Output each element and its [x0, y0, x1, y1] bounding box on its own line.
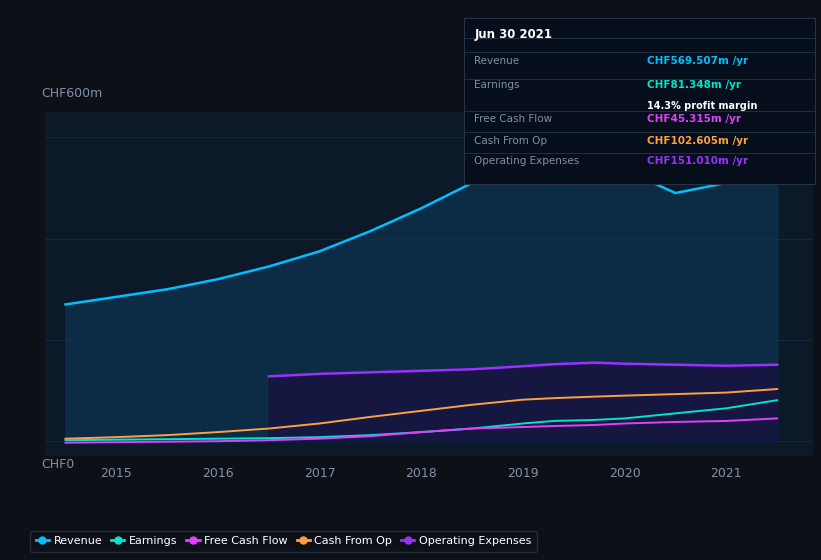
Text: CHF0: CHF0: [41, 458, 75, 471]
Text: CHF569.507m /yr: CHF569.507m /yr: [647, 55, 748, 66]
Text: CHF102.605m /yr: CHF102.605m /yr: [647, 136, 748, 146]
Text: CHF600m: CHF600m: [41, 87, 103, 100]
Text: Operating Expenses: Operating Expenses: [475, 156, 580, 166]
Legend: Revenue, Earnings, Free Cash Flow, Cash From Op, Operating Expenses: Revenue, Earnings, Free Cash Flow, Cash …: [30, 530, 537, 552]
Text: Free Cash Flow: Free Cash Flow: [475, 114, 553, 124]
Text: CHF151.010m /yr: CHF151.010m /yr: [647, 156, 748, 166]
Text: Cash From Op: Cash From Op: [475, 136, 548, 146]
Text: CHF81.348m /yr: CHF81.348m /yr: [647, 80, 741, 90]
Text: Revenue: Revenue: [475, 55, 520, 66]
Text: Earnings: Earnings: [475, 80, 520, 90]
Text: 14.3% profit margin: 14.3% profit margin: [647, 101, 757, 111]
Text: Jun 30 2021: Jun 30 2021: [475, 29, 553, 41]
Text: CHF45.315m /yr: CHF45.315m /yr: [647, 114, 741, 124]
